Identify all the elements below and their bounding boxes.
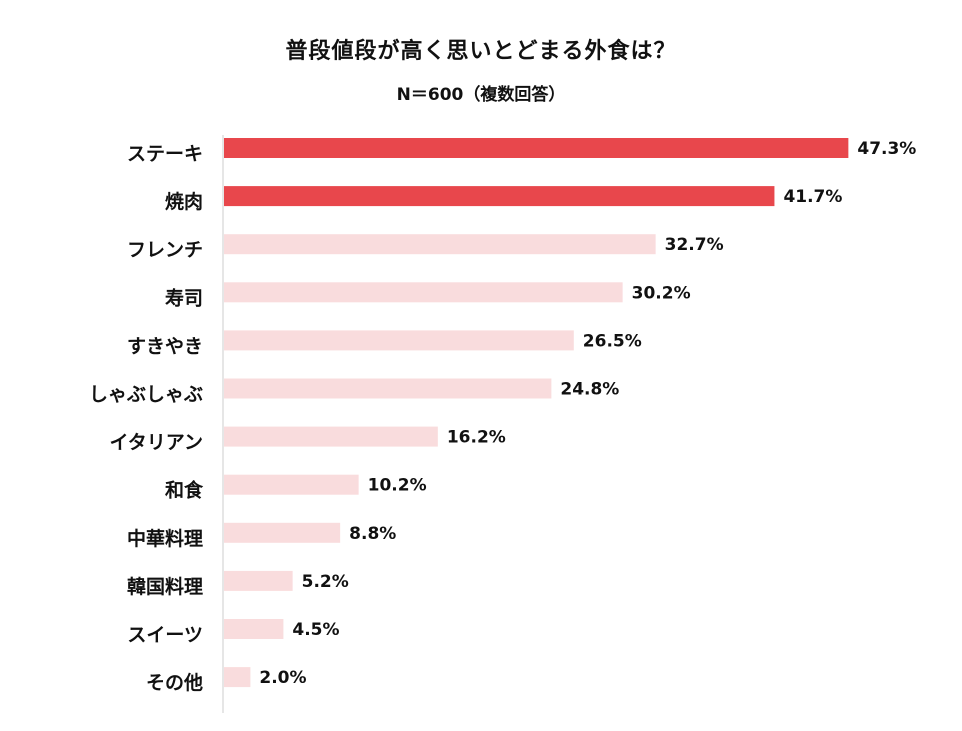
- value-label: 47.3%: [857, 139, 916, 159]
- value-label: 10.2%: [368, 476, 427, 496]
- bar: [224, 522, 341, 543]
- value-label: 26.5%: [583, 331, 642, 351]
- value-label: 2.0%: [259, 668, 306, 688]
- value-label: 8.8%: [349, 524, 396, 544]
- bar: [224, 138, 849, 158]
- chart-title: 普段値段が高く思いとどまる外食は？: [285, 39, 677, 64]
- category-label: フレンチ: [127, 239, 203, 261]
- bar: [224, 667, 251, 688]
- bar: [224, 570, 293, 591]
- bar: [224, 282, 623, 303]
- bar: [224, 474, 359, 495]
- bar: [224, 619, 284, 639]
- category-label: 韓国料理: [127, 575, 203, 598]
- value-label: 5.2%: [302, 572, 349, 592]
- category-label: ステーキ: [127, 143, 203, 165]
- value-label: 32.7%: [665, 235, 724, 255]
- bar: [224, 186, 775, 207]
- value-label: 24.8%: [560, 380, 619, 400]
- category-label: 中華料理: [127, 527, 203, 550]
- bar: [224, 378, 552, 399]
- category-label: その他: [146, 671, 203, 694]
- value-label: 4.5%: [292, 620, 339, 640]
- value-label: 30.2%: [632, 283, 691, 303]
- bar: [224, 426, 438, 447]
- bar: [224, 234, 656, 255]
- category-label: しゃぶしゃぶ: [89, 384, 203, 406]
- category-label: 和食: [165, 479, 204, 502]
- value-label: 16.2%: [447, 428, 506, 448]
- category-label: 寿司: [165, 286, 203, 309]
- category-label: スイーツ: [127, 624, 203, 646]
- chart-subtitle: N＝600（複数回答）: [396, 85, 566, 105]
- bar: [224, 330, 574, 351]
- category-label: 焼肉: [165, 190, 203, 213]
- category-label: すきやき: [127, 335, 203, 357]
- value-label: 41.7%: [783, 187, 842, 207]
- category-label: イタリアン: [110, 432, 203, 454]
